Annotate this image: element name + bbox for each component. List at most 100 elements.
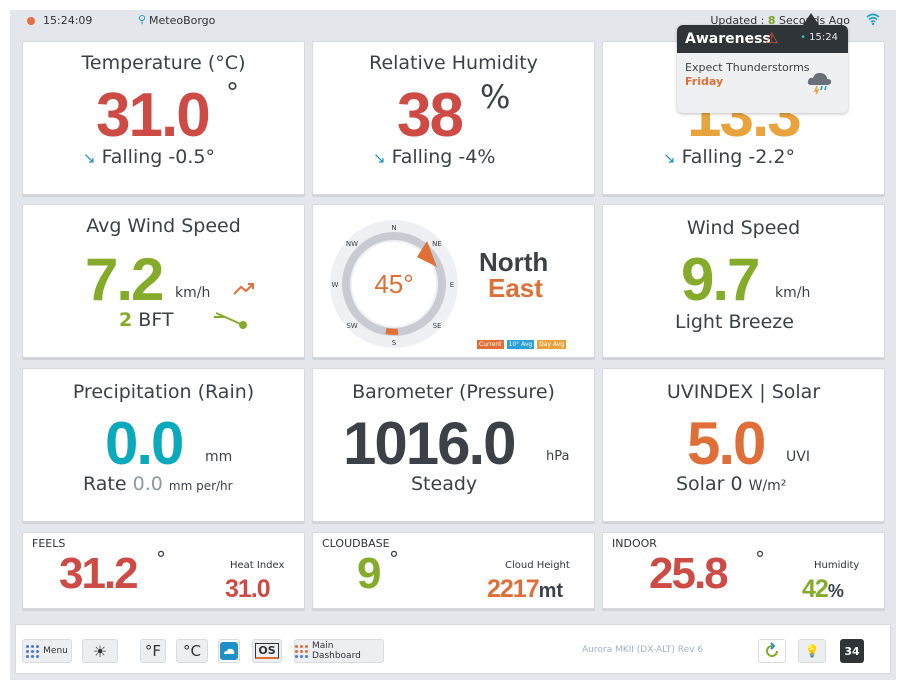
compass-n: N — [391, 224, 396, 232]
cloud-height-unit: mt — [538, 580, 564, 602]
grid-dots-icon — [26, 644, 40, 658]
humidity-trend: ↘ Falling -4% — [373, 146, 495, 168]
uv-unit: UVI — [786, 449, 810, 465]
cloudbase-value: 9 — [357, 549, 382, 598]
awareness-popup[interactable]: Awareness ⚠ • 15:24 Expect Thunderstorms… — [677, 25, 848, 113]
celsius-button[interactable]: °C — [176, 639, 208, 663]
barometer-card[interactable]: Barometer (Pressure) 1016.0 hPa Steady — [312, 368, 595, 522]
heat-index-caption: Heat Index — [230, 560, 285, 571]
awareness-header: Awareness ⚠ • 15:24 — [677, 25, 848, 53]
wind-speed-card[interactable]: Wind Speed 9.7 km/h Light Breeze — [602, 204, 885, 358]
version-text: Aurora MKII (DX-ALT) Rev 6 — [582, 645, 704, 655]
fahrenheit-button[interactable]: °F — [140, 639, 166, 663]
awareness-message: Expect Thunderstorms — [685, 61, 810, 74]
beaufort-number: 2 — [119, 309, 133, 331]
solar-value: 0 — [730, 473, 743, 495]
falling-arrow-icon: ↘ — [83, 149, 96, 167]
popup-caret — [803, 13, 819, 25]
temperature-trend-text: Falling -0.5° — [101, 146, 215, 168]
solar-label: Solar — [676, 473, 725, 495]
station-name: MeteoBorgo — [149, 14, 216, 27]
indoor-value: 25.8 — [649, 549, 729, 598]
menu-label: Menu — [43, 646, 68, 656]
main-dashboard-button[interactable]: Main Dashboard — [294, 639, 384, 663]
falling-arrow-icon: ↘ — [373, 149, 386, 167]
refresh-icon — [766, 642, 778, 657]
thunderstorm-icon — [805, 69, 835, 99]
compass-degrees: 45° — [374, 269, 413, 299]
wind-speed-value: 9.7 — [681, 246, 760, 313]
wind-speed-unit: km/h — [775, 285, 811, 301]
awareness-time: • 15:24 — [800, 32, 838, 43]
uv-solar-card[interactable]: UVINDEX | Solar 5.0 UVI Solar 0 W/m² — [602, 368, 885, 522]
cloud-height: 2217mt — [487, 575, 563, 604]
feels-like-card[interactable]: FEELS 31.2 ° Heat Index 31.0 — [22, 532, 305, 609]
humidity-trend-text: Falling -4% — [391, 146, 496, 168]
updated-prefix: Updated : — [710, 14, 768, 27]
sun-icon: ☀ — [92, 641, 108, 661]
wind-direction-card[interactable]: N NE E SE S SW W NW 45° North East Curre… — [312, 204, 595, 358]
precipitation-unit: mm — [205, 449, 233, 465]
top-status-bar: 15:24:09 ⚲ MeteoBorgo Updated : 8 Second… — [10, 10, 896, 32]
humidity-card[interactable]: Relative Humidity 38 % ↘ Falling -4% — [312, 41, 595, 195]
indoor-humidity-unit: % — [827, 581, 844, 601]
compass-w: W — [332, 281, 339, 289]
direction-line2: East — [488, 273, 543, 303]
legend-current: Current — [477, 340, 504, 349]
indoor-card[interactable]: INDOOR 25.8 ° Humidity 42% — [602, 532, 885, 609]
precipitation-card[interactable]: Precipitation (Rain) 0.0 mm Rate 0.0 mm … — [22, 368, 305, 522]
cloudbase-card[interactable]: CLOUDBASE 9 ° Cloud Height 2217mt — [312, 532, 595, 609]
legend-day-avg: Day Avg — [537, 340, 567, 349]
uv-value: 5.0 — [687, 410, 766, 477]
menu-button[interactable]: Menu — [22, 639, 72, 663]
warning-icon: ⚠ — [765, 29, 779, 47]
beaufort-label: BFT — [138, 309, 174, 331]
dewpoint-trend: ↘ Falling -2.2° — [663, 146, 795, 168]
wind-speed-title: Wind Speed — [686, 217, 801, 239]
rain-rate: Rate 0.0 mm per/hr — [83, 473, 233, 495]
precipitation-value: 0.0 — [105, 410, 184, 477]
temperature-card[interactable]: Temperature (°C) 31.0 ° ↘ Falling -0.5° — [22, 41, 305, 195]
wifi-icon — [866, 12, 880, 30]
theme-toggle-button[interactable]: ☀ — [82, 639, 118, 663]
temperature-title: Temperature (°C) — [81, 52, 246, 74]
cloudbase-label: CLOUDBASE — [322, 537, 390, 550]
refresh-button[interactable] — [758, 639, 786, 663]
os-button[interactable]: OS — [252, 639, 282, 663]
grid-dots-icon — [295, 644, 308, 658]
indoor-humidity: 42% — [802, 575, 844, 604]
cloud-height-caption: Cloud Height — [505, 560, 570, 571]
compass-nw: NW — [346, 240, 358, 248]
cloudbase-degree: ° — [389, 547, 399, 571]
feels-value: 31.2 — [59, 549, 139, 598]
awareness-day: Friday — [685, 75, 724, 88]
windsock-icon — [213, 311, 249, 335]
awareness-time-text: 15:24 — [809, 32, 838, 43]
humidity-unit: % — [480, 78, 511, 116]
temperature-value: 31.0 — [96, 81, 211, 150]
lightbulb-button[interactable]: 💡 — [798, 639, 826, 663]
status-dot-icon — [27, 17, 35, 25]
indoor-humidity-caption: Humidity — [814, 560, 860, 571]
compass-legend: Current 10° Avg Day Avg — [477, 340, 567, 349]
feels-label: FEELS — [32, 537, 66, 550]
barometer-unit: hPa — [546, 449, 570, 464]
temperature-trend: ↘ Falling -0.5° — [83, 146, 215, 168]
cloud-icon — [220, 642, 238, 660]
dewpoint-trend-text: Falling -2.2° — [681, 146, 795, 168]
avg-wind-card[interactable]: Avg Wind Speed 7.2 km/h 2 BFT — [22, 204, 305, 358]
precipitation-title: Precipitation (Rain) — [72, 381, 255, 403]
compass-ne: NE — [432, 240, 442, 248]
beaufort: 2 BFT — [119, 309, 174, 331]
falling-arrow-icon: ↘ — [663, 149, 676, 167]
solar-unit: W/m² — [748, 478, 787, 494]
avg-wind-value: 7.2 — [85, 246, 164, 313]
avg-wind-unit: km/h — [175, 285, 211, 301]
awareness-title: Awareness — [685, 31, 771, 47]
avg-wind-title: Avg Wind Speed — [86, 215, 241, 237]
rising-trend-icon — [233, 281, 255, 300]
cloud-button[interactable] — [218, 639, 240, 663]
compass-dial: N NE E SE S SW W NW 45° — [327, 217, 461, 355]
calendar-badge-button[interactable]: 34 — [840, 639, 864, 663]
compass-se: SE — [433, 322, 442, 330]
